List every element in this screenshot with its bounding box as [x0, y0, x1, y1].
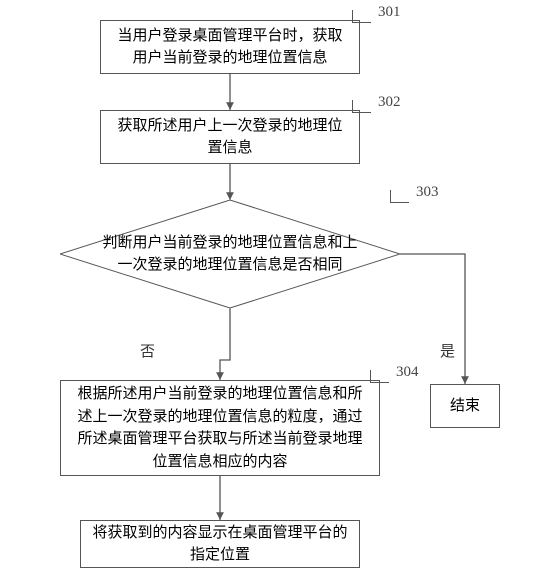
branch-no-label: 否: [140, 340, 155, 361]
step-302-tick: [352, 100, 371, 113]
step-301-tick: [352, 10, 371, 23]
step-305-text: 将获取到的内容显示在桌面管理平台的指定位置: [91, 522, 349, 567]
step-303-label: 303: [416, 184, 439, 201]
step-304-tick: [370, 370, 389, 383]
step-302-box: 获取所述用户上一次登录的地理位置信息: [100, 110, 360, 164]
step-302-text: 获取所述用户上一次登录的地理位置信息: [111, 115, 349, 160]
step-302-label: 302: [378, 94, 401, 111]
step-303-tick: [390, 190, 409, 203]
step-303-text: 判断用户当前登录的地理位置信息和上一次登录的地理位置信息是否相同: [100, 232, 360, 277]
step-301-text: 当用户登录桌面管理平台时，获取用户当前登录的地理位置信息: [111, 25, 349, 70]
step-304-box: 根据所述用户当前登录的地理位置信息和所述上一次登录的地理位置信息的粒度，通过所述…: [60, 380, 380, 476]
step-301-box: 当用户登录桌面管理平台时，获取用户当前登录的地理位置信息: [100, 20, 360, 74]
step-305-box: 将获取到的内容显示在桌面管理平台的指定位置: [80, 520, 360, 568]
step-301-label: 301: [378, 4, 401, 21]
end-box: 结束: [430, 384, 500, 428]
step-304-text: 根据所述用户当前登录的地理位置信息和所述上一次登录的地理位置信息的粒度，通过所述…: [71, 383, 369, 473]
branch-yes-label: 是: [440, 340, 455, 361]
end-text: 结束: [450, 395, 480, 418]
step-304-label: 304: [396, 364, 419, 381]
step-303-diamond: 判断用户当前登录的地理位置信息和上一次登录的地理位置信息是否相同: [60, 200, 400, 308]
